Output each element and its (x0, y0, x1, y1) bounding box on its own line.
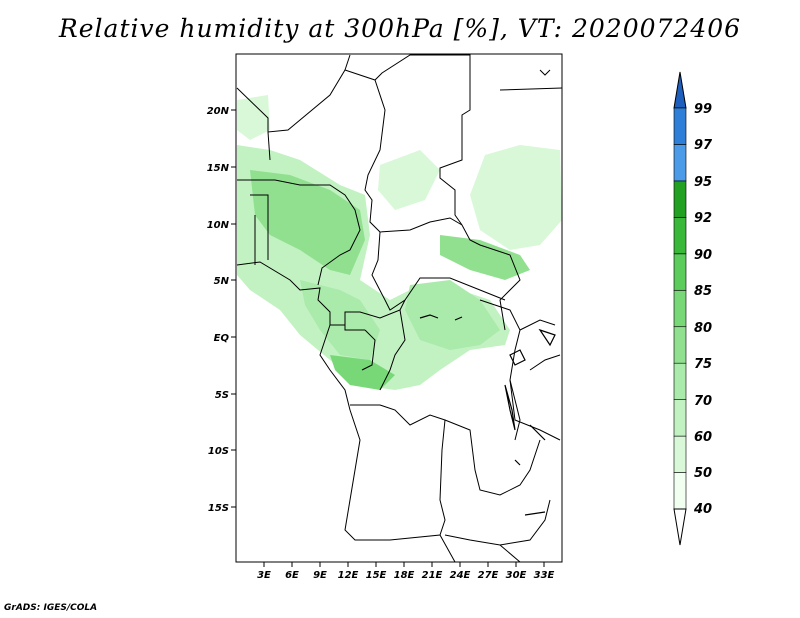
lon-tick-label: 15E (366, 570, 387, 581)
lat-tick-label: 5N (214, 276, 230, 287)
lon-tick-label: 27E (478, 570, 499, 581)
colorbar-segment (673, 435, 687, 473)
colorbar-segment (673, 326, 687, 364)
country-borders (236, 54, 563, 563)
colorbar-segment (673, 362, 687, 400)
lat-tick-label: 10N (207, 220, 230, 231)
colorbar-segment (673, 217, 687, 255)
lon-tick-label: 6E (285, 570, 299, 581)
lon-tick-label: 33E (534, 570, 555, 581)
colorbar-label: 40 (693, 502, 712, 517)
colorbar-label: 95 (694, 175, 712, 190)
colorbar-segment (673, 180, 687, 218)
lat-tick-label: 10S (208, 446, 229, 457)
lon-tick-label: 21E (422, 570, 443, 581)
colorbar-bottom-arrow (673, 508, 687, 546)
lon-tick-label: 18E (394, 570, 415, 581)
lon-tick-label: 12E (338, 570, 359, 581)
lon-tick-label: 24E (450, 570, 471, 581)
lon-tick-label: 3E (257, 570, 271, 581)
colorbar-segment (673, 107, 687, 145)
colorbar-label: 99 (694, 102, 712, 117)
lat-tick-label: EQ (214, 333, 230, 344)
colorbar-segments (673, 107, 687, 510)
map-frame (235, 53, 563, 563)
colorbar-label: 92 (694, 211, 712, 226)
colorbar-label: 85 (694, 284, 712, 299)
lon-tick-label: 9E (313, 570, 327, 581)
lat-tick-label: 20N (207, 106, 230, 117)
lat-tick-label: 5S (215, 390, 229, 401)
colorbar-segment (673, 289, 687, 328)
colorbar-label: 80 (694, 321, 712, 336)
lat-axis: 20N 15N 10N 5N EQ 5S 10S 15S (207, 106, 236, 514)
colorbar-label: 97 (694, 138, 713, 153)
colorbar-label: 90 (694, 248, 712, 263)
colorbar-label: 50 (694, 466, 712, 481)
lon-tick-label: 30E (506, 570, 527, 581)
lat-tick-label: 15S (208, 503, 229, 514)
colorbar: 99 97 95 92 90 85 80 75 70 60 50 40 (673, 71, 713, 546)
humidity-shading (237, 95, 562, 390)
page-title: Relative humidity at 300hPa [%], VT: 202… (58, 14, 742, 43)
colorbar-segment (673, 399, 687, 437)
lakes (419, 314, 556, 516)
colorbar-segment (673, 144, 687, 182)
colorbar-label: 60 (694, 430, 712, 445)
colorbar-segment (673, 253, 687, 291)
lat-tick-label: 15N (207, 163, 230, 174)
colorbar-label: 75 (694, 357, 712, 372)
colorbar-segment (673, 472, 687, 510)
lon-axis: 3E 6E 9E 12E 15E 18E 21E 24E 27E 30E 33E (257, 562, 555, 581)
colorbar-top-arrow (673, 71, 687, 109)
grads-credit: GrADS: IGES/COLA (4, 603, 98, 613)
colorbar-label: 70 (694, 394, 712, 409)
